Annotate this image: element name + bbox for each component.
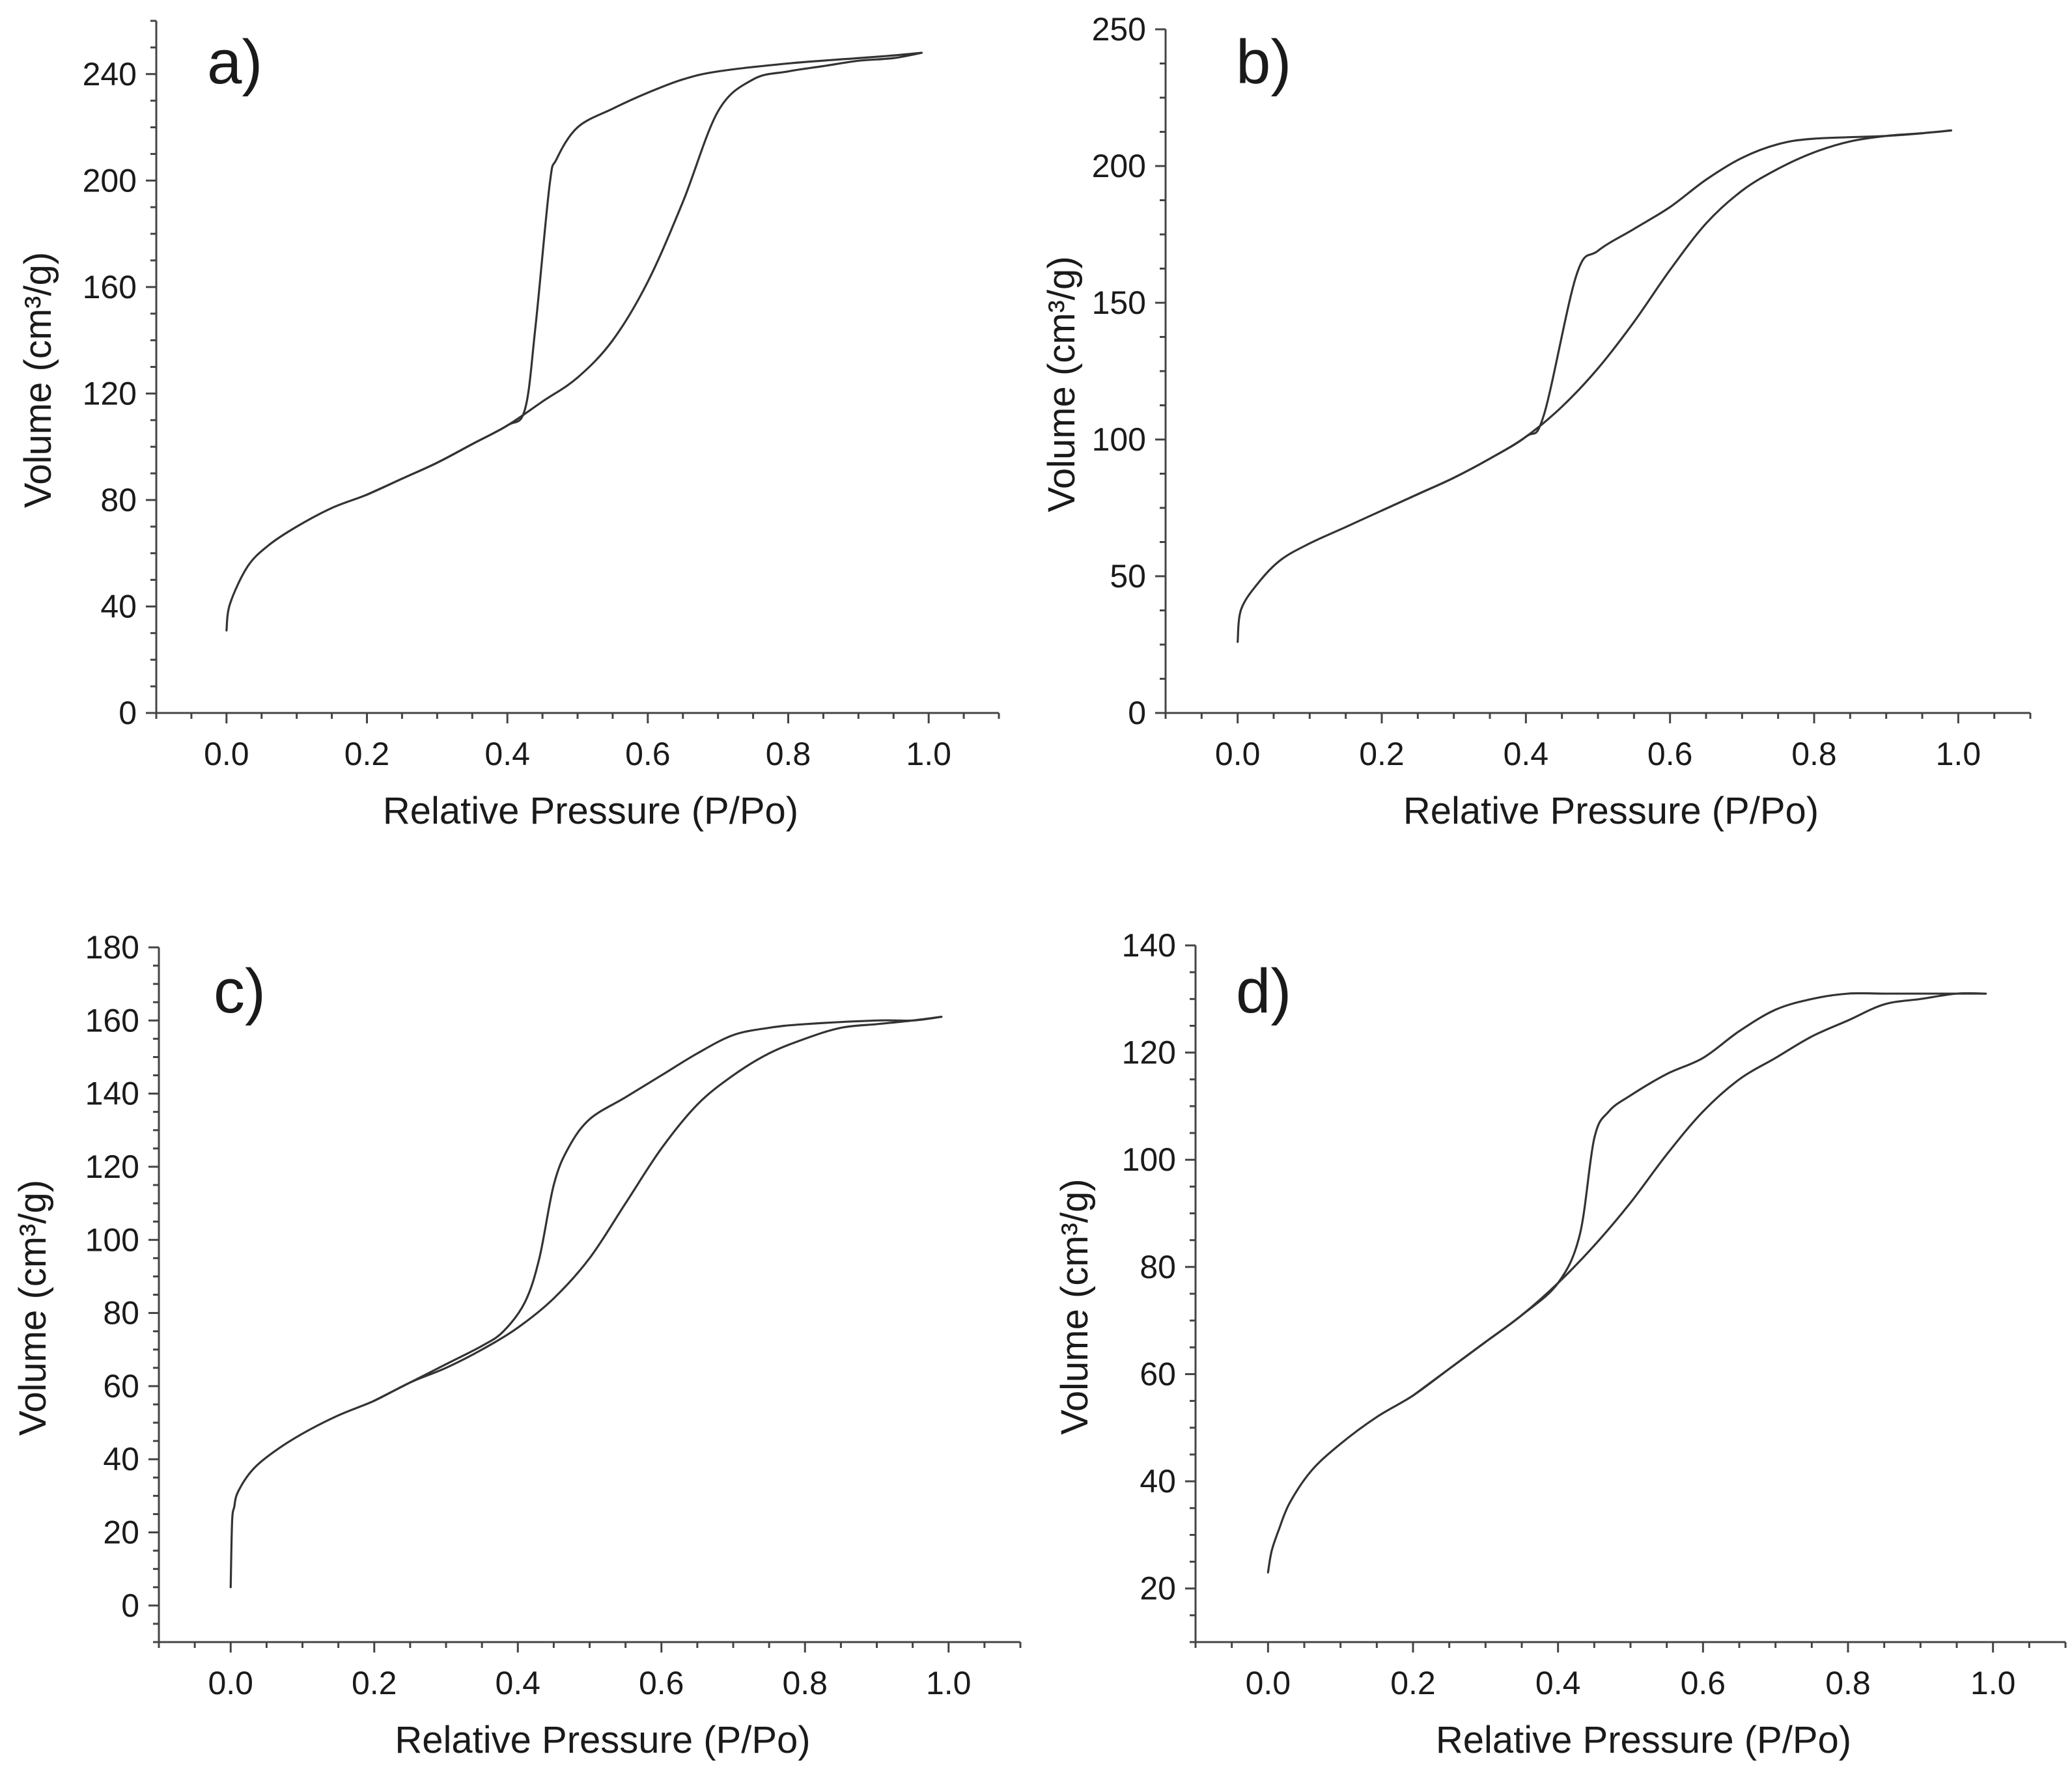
y-tick-label: 50 <box>1110 558 1146 594</box>
y-tick-label: 100 <box>1122 1141 1176 1178</box>
panel-label: a) <box>207 27 262 97</box>
chart-panel-b: 0 50 100 150 200 250 0.0 0.2 0.4 0.6 0.8 1.0 Relativ… <box>1041 11 2032 832</box>
x-tick-label: 0.8 <box>1791 736 1837 772</box>
y-tick-label: 100 <box>1092 421 1146 458</box>
adsorption-curve <box>1267 992 1987 1574</box>
y-tick-label: 100 <box>85 1221 139 1258</box>
y-axis-title: Volume (cm³/g) <box>17 252 59 508</box>
y-tick-label: 140 <box>1122 927 1176 964</box>
x-tick-label: 0.4 <box>1535 1665 1581 1701</box>
y-tick-label: 60 <box>103 1368 139 1404</box>
x-axis-title: Relative Pressure (P/Po) <box>1403 790 1819 832</box>
x-tick-label: 0.4 <box>484 736 530 772</box>
x-axis-title: Relative Pressure (P/Po) <box>1436 1719 1851 1761</box>
x-tick-label: 1.0 <box>926 1665 972 1701</box>
x-tick-label: 0.0 <box>208 1665 253 1701</box>
y-tick-label: 40 <box>100 588 137 624</box>
x-tick-label: 0.2 <box>1390 1665 1436 1701</box>
y-tick-label: 250 <box>1092 11 1146 48</box>
panel-label: c) <box>214 956 266 1026</box>
y-tick-label: 0 <box>121 1587 139 1624</box>
x-tick-label: 0.2 <box>1359 736 1405 772</box>
x-axis-title: Relative Pressure (P/Po) <box>383 790 798 832</box>
y-tick-label: 120 <box>83 375 137 411</box>
y-axis-title: Volume (cm³/g) <box>1041 256 1083 512</box>
chart-panel-a: 0 40 80 120 160 200 240 0.0 0.2 0.4 0.6 0.8 1.0 Relat… <box>17 20 1000 832</box>
y-tick-label: 200 <box>1092 148 1146 184</box>
x-tick-label: 0.8 <box>766 736 811 772</box>
adsorption-curve <box>225 51 923 632</box>
y-tick-label: 80 <box>100 482 137 518</box>
x-tick-label: 0.0 <box>1215 736 1261 772</box>
x-tick-label: 0.4 <box>1504 736 1549 772</box>
desorption-curve <box>373 1016 943 1402</box>
y-tick-label: 80 <box>1140 1249 1176 1285</box>
desorption-curve <box>365 51 923 496</box>
x-axis-title: Relative Pressure (P/Po) <box>395 1719 810 1761</box>
y-tick-label: 150 <box>1092 285 1146 321</box>
y-tick-label: 180 <box>85 929 139 966</box>
adsorption-curve <box>229 1016 943 1589</box>
adsorption-curve <box>1237 129 1952 643</box>
y-tick-label: 120 <box>1122 1035 1176 1071</box>
x-tick-label: 0.6 <box>1681 1665 1726 1701</box>
y-axis-title: Volume (cm³/g) <box>12 1180 54 1436</box>
y-tick-label: 20 <box>103 1514 139 1551</box>
y-tick-label: 40 <box>1140 1463 1176 1499</box>
y-axis-title: Volume (cm³/g) <box>1054 1178 1096 1434</box>
desorption-curve <box>1380 129 1952 512</box>
x-tick-label: 0.8 <box>1825 1665 1871 1701</box>
y-tick-label: 40 <box>103 1441 139 1477</box>
x-tick-label: 0.2 <box>344 736 390 772</box>
y-tick-label: 140 <box>85 1076 139 1112</box>
chart-panel-c: 0 20 40 60 80 100 120 140 160 180 0.0 0.2 0.4 0.6 0.8 1… <box>12 929 1022 1761</box>
chart-panel-d: 20 40 60 80 100 120 140 0.0 0.2 0.4 0.6 0.8 1.0 Relat… <box>1054 927 2067 1761</box>
y-tick-label: 240 <box>83 56 137 92</box>
x-tick-label: 0.6 <box>625 736 671 772</box>
y-tick-label: 160 <box>83 269 137 305</box>
x-tick-label: 0.0 <box>1246 1665 1291 1701</box>
x-tick-label: 0.2 <box>352 1665 397 1701</box>
y-tick-label: 80 <box>103 1295 139 1332</box>
x-tick-label: 1.0 <box>1936 736 1981 772</box>
y-tick-label: 120 <box>85 1149 139 1185</box>
desorption-curve <box>1412 992 1987 1397</box>
y-tick-label: 0 <box>1128 695 1146 731</box>
x-tick-label: 1.0 <box>906 736 951 772</box>
y-tick-label: 60 <box>1140 1356 1176 1392</box>
x-tick-label: 0.8 <box>782 1665 828 1701</box>
y-tick-label: 160 <box>85 1002 139 1039</box>
x-tick-label: 0.4 <box>495 1665 540 1701</box>
y-tick-label: 0 <box>119 695 137 731</box>
x-tick-label: 0.6 <box>639 1665 684 1701</box>
x-tick-label: 1.0 <box>1970 1665 2016 1701</box>
y-tick-label: 200 <box>83 162 137 199</box>
y-tick-label: 20 <box>1140 1570 1176 1607</box>
x-tick-label: 0.6 <box>1647 736 1693 772</box>
panel-label: d) <box>1236 956 1291 1026</box>
panel-label: b) <box>1236 27 1291 97</box>
x-tick-label: 0.0 <box>204 736 249 772</box>
